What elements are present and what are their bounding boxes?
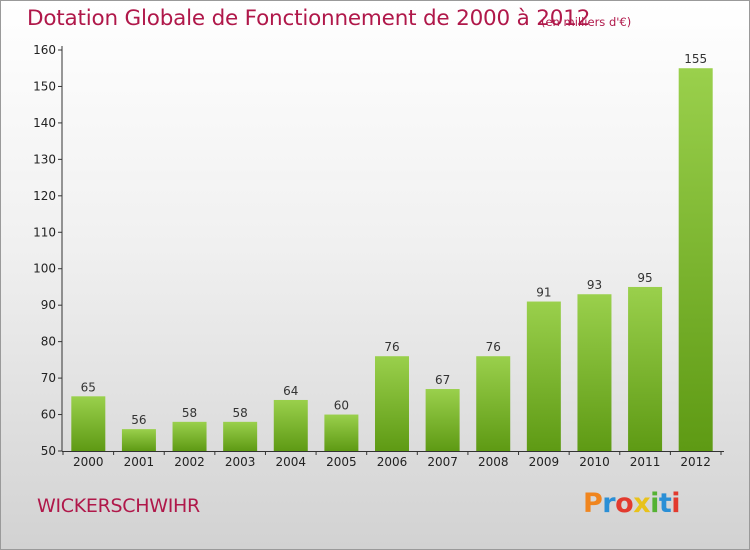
x-tick-label: 2006 [377,455,408,469]
x-tick-label: 2008 [478,455,509,469]
bar [476,356,511,451]
x-tick-label: 2005 [326,455,357,469]
bar [273,399,308,451]
bar-value-label: 155 [684,52,707,66]
y-tick-label: 110 [33,225,56,239]
logo-letter: r [602,488,616,519]
bar-value-label: 64 [283,384,298,398]
logo-letter: x [633,488,651,519]
bar-value-label: 56 [131,413,146,427]
y-tick-label: 70 [41,371,56,385]
bar-value-label: 67 [435,373,450,387]
commune-name: WICKERSCHWIHR [37,495,200,517]
x-tick-label: 2001 [124,455,155,469]
logo-letter: t [658,488,672,519]
y-tick-label: 130 [33,152,56,166]
logo-letter: i [650,488,659,519]
bar-value-label: 58 [233,406,248,420]
x-tick-label: 2011 [630,455,661,469]
y-tick-label: 80 [41,335,56,349]
bar-value-label: 65 [81,380,96,394]
bar [121,429,156,451]
bar-value-label: 58 [182,406,197,420]
bar [526,301,561,451]
y-tick-label: 90 [41,298,56,312]
y-tick-label: 140 [33,116,56,130]
y-tick-label: 60 [41,408,56,422]
bar-value-label: 76 [486,340,501,354]
x-tick-label: 2012 [680,455,711,469]
bar [71,396,106,451]
y-tick-label: 120 [33,189,56,203]
bar [577,294,612,451]
bar [223,421,258,451]
y-tick-label: 160 [33,43,56,57]
y-tick-label: 100 [33,262,56,276]
bar [324,414,359,451]
x-tick-label: 2003 [225,455,256,469]
chart-title: Dotation Globale de Fonctionnement de 20… [27,6,591,31]
x-tick-label: 2009 [529,455,560,469]
y-tick-label: 50 [41,444,56,458]
logo-letter: i [671,488,681,519]
x-tick-label: 2004 [275,455,306,469]
y-tick-label: 150 [33,79,56,93]
bar-value-label: 91 [536,286,551,300]
chart-unit-label: (en milliers d'€) [541,15,632,29]
bar [628,286,663,451]
bar [678,68,713,452]
proxiti-logo: Proxiti [583,488,681,519]
x-tick-label: 2002 [174,455,205,469]
bar [172,421,207,451]
x-tick-label: 2010 [579,455,610,469]
bar-value-label: 95 [637,271,652,285]
logo-letter: P [583,488,603,519]
x-tick-label: 2000 [73,455,104,469]
bar [425,389,460,451]
x-tick-label: 2007 [427,455,458,469]
logo-letter: o [615,488,634,519]
bar [375,356,409,451]
bar-value-label: 93 [587,278,602,292]
bar-value-label: 60 [334,399,349,413]
bar-value-label: 76 [384,340,399,354]
